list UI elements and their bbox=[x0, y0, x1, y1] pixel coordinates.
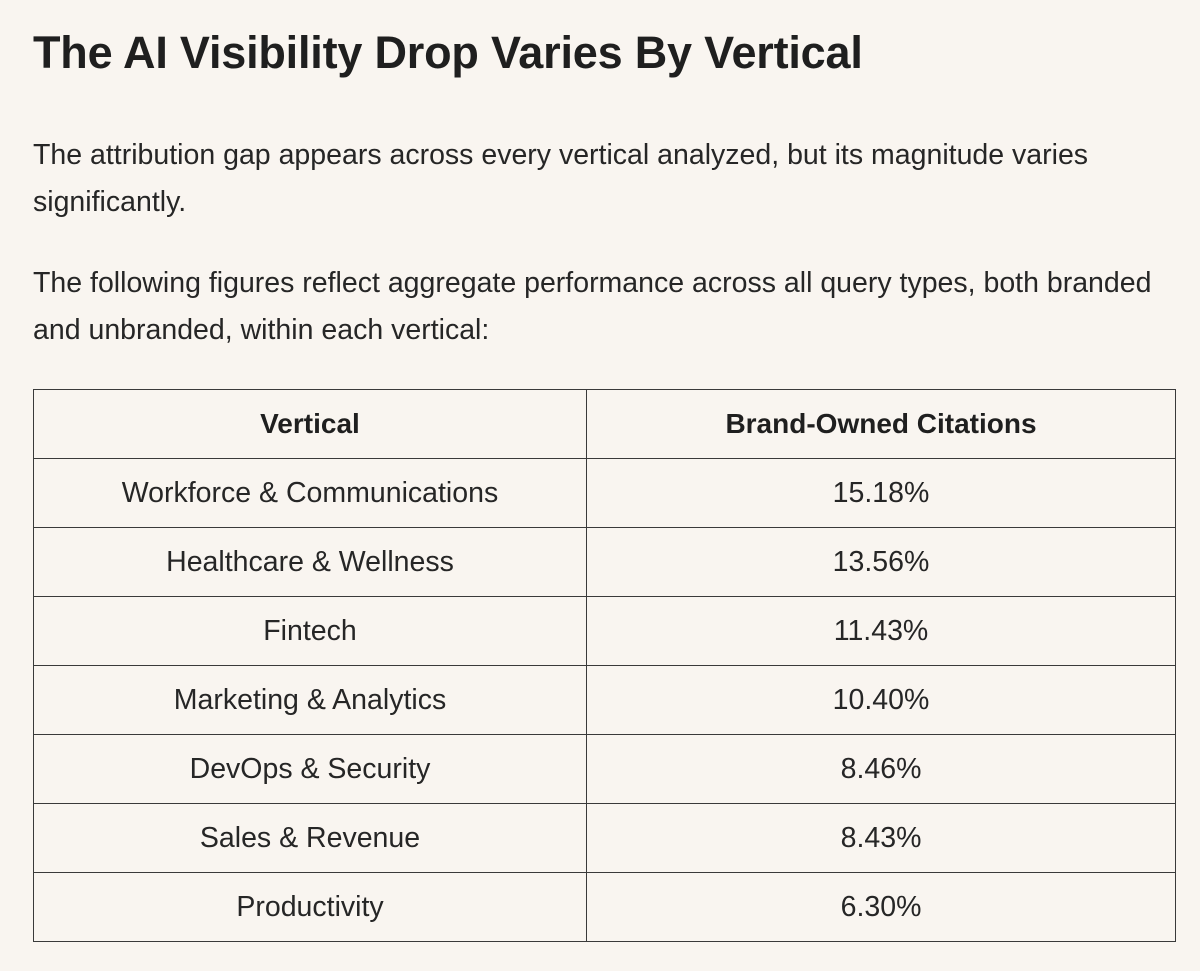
vertical-cell: DevOps & Security bbox=[33, 734, 587, 804]
citations-cell: 11.43% bbox=[586, 596, 1176, 666]
vertical-cell: Fintech bbox=[33, 596, 587, 666]
citations-cell: 6.30% bbox=[586, 872, 1176, 942]
vertical-cell: Marketing & Analytics bbox=[33, 665, 587, 735]
vertical-cell: Productivity bbox=[33, 872, 587, 942]
vertical-cell: Healthcare & Wellness bbox=[33, 527, 587, 597]
table-row: Fintech 11.43% bbox=[33, 596, 1176, 666]
citations-cell: 8.43% bbox=[586, 803, 1176, 873]
table-header-row: Vertical Brand-Owned Citations bbox=[33, 389, 1176, 459]
table-row: Marketing & Analytics 10.40% bbox=[33, 665, 1176, 735]
table-row: Healthcare & Wellness 13.56% bbox=[33, 527, 1176, 597]
page-title: The AI Visibility Drop Varies By Vertica… bbox=[33, 27, 863, 78]
citations-cell: 15.18% bbox=[586, 458, 1176, 528]
figures-paragraph: The following figures reflect aggregate … bbox=[33, 267, 1152, 346]
citations-cell: 10.40% bbox=[586, 665, 1176, 735]
vertical-cell: Sales & Revenue bbox=[33, 803, 587, 873]
intro-paragraph: The attribution gap appears across every… bbox=[33, 139, 1089, 218]
vertical-citations-table: Vertical Brand-Owned Citations Workforce… bbox=[33, 389, 1176, 942]
citations-cell: 8.46% bbox=[586, 734, 1176, 804]
column-header-citations: Brand-Owned Citations bbox=[586, 389, 1176, 459]
column-header-vertical: Vertical bbox=[33, 389, 587, 459]
table-row: Productivity 6.30% bbox=[33, 872, 1176, 942]
table-row: DevOps & Security 8.46% bbox=[33, 734, 1176, 804]
vertical-cell: Workforce & Communications bbox=[33, 458, 587, 528]
citations-cell: 13.56% bbox=[586, 527, 1176, 597]
table-row: Workforce & Communications 15.18% bbox=[33, 458, 1176, 528]
table-row: Sales & Revenue 8.43% bbox=[33, 803, 1176, 873]
